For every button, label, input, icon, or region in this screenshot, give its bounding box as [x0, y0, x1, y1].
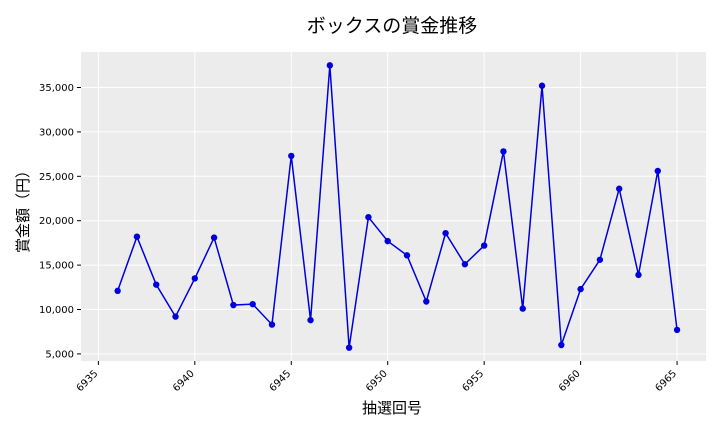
x-tick-label: 6940 — [171, 368, 197, 394]
data-point — [172, 313, 179, 320]
x-axis: 6935 6940 6945 6950 6955 6960 6965 — [75, 361, 679, 394]
data-point — [596, 256, 604, 263]
data-point — [442, 229, 449, 237]
data-point — [558, 341, 565, 349]
data-point — [480, 242, 488, 249]
x-tick-label: 6960 — [557, 368, 583, 394]
data-point — [519, 305, 526, 312]
data-point — [114, 287, 121, 295]
y-tick-label: 30,000 — [39, 127, 74, 138]
y-tick-label: 15,000 — [39, 261, 74, 272]
data-points — [114, 62, 681, 351]
y-tick-label: 35,000 — [39, 83, 74, 94]
x-tick-label: 6945 — [268, 368, 294, 394]
data-point — [191, 275, 199, 282]
data-point — [249, 300, 256, 308]
data-point — [423, 298, 430, 305]
series-line — [116, 65, 678, 348]
x-tick-label: 6965 — [653, 368, 679, 394]
x-axis-label: 抽選回号 — [362, 399, 422, 417]
data-point — [538, 82, 546, 89]
data-point — [615, 185, 623, 192]
x-tick-label: 6950 — [364, 368, 390, 394]
data-point — [345, 344, 353, 351]
data-point — [230, 301, 237, 309]
data-point — [210, 234, 218, 241]
data-point — [403, 252, 411, 259]
x-tick-label: 6935 — [75, 368, 101, 394]
y-tick-label: 5,000 — [45, 349, 74, 360]
data-point — [326, 62, 334, 69]
grid-lines — [81, 52, 706, 361]
y-tick-label: 10,000 — [39, 305, 74, 316]
y-axis-label: 賞金額（円） — [14, 163, 32, 253]
data-point — [307, 316, 314, 324]
chart-title: ボックスの賞金推移 — [307, 15, 477, 37]
data-point — [384, 237, 391, 245]
data-point — [153, 281, 160, 288]
y-tick-label: 25,000 — [39, 172, 74, 183]
data-point — [461, 261, 469, 268]
data-point — [133, 233, 141, 240]
data-point — [577, 285, 584, 293]
data-point — [500, 148, 507, 155]
data-point — [673, 326, 681, 334]
data-point — [288, 152, 295, 160]
data-point — [635, 271, 642, 279]
y-axis: 5,000 10,000 15,000 20,000 25,000 30,000 35,00… — [39, 83, 81, 360]
data-point — [654, 167, 661, 175]
y-tick-label: 20,000 — [39, 216, 74, 227]
x-tick-label: 6955 — [461, 368, 487, 394]
data-point — [365, 213, 372, 221]
data-point — [268, 321, 276, 328]
